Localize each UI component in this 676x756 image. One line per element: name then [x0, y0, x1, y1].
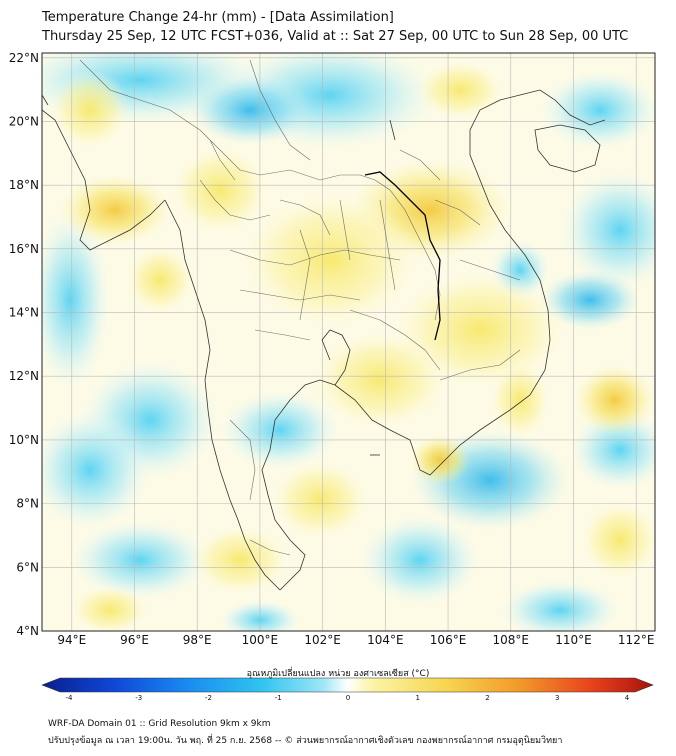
- temperature-field: [42, 53, 655, 631]
- colorbar-tick: -4: [66, 694, 74, 702]
- lon-label: 98°E: [183, 633, 212, 647]
- lon-label: 108°E: [493, 633, 530, 647]
- lon-label: 104°E: [367, 633, 404, 647]
- colorbar-tick: -3: [135, 694, 142, 702]
- footer-model-info: WRF-DA Domain 01 :: Grid Resolution 9km …: [48, 719, 271, 729]
- lat-label: 6°N: [16, 560, 39, 574]
- colorbar-label: อุณหภูมิเปลี่ยนแปลง หน่วย องศาเซลเซียส (…: [246, 669, 430, 679]
- colorbar: [41, 677, 654, 693]
- latitude-labels: 22°N 20°N 18°N 16°N 14°N 12°N 10°N 8°N 6…: [9, 51, 39, 638]
- graticule: [42, 53, 655, 631]
- colorbar-tick: 4: [625, 694, 630, 702]
- lat-label: 12°N: [9, 369, 39, 383]
- lon-label: 102°E: [304, 633, 341, 647]
- colorbar-tick: 3: [555, 694, 559, 702]
- lon-label: 94°E: [57, 633, 86, 647]
- colorbar-ticks: -4 -3 -2 -1 0 1 2 3 4: [66, 694, 630, 702]
- colorbar-tick: 1: [416, 694, 420, 702]
- admin-boundaries: [79, 59, 521, 556]
- colorbar-tick: -2: [205, 694, 212, 702]
- colorbar-tick: -1: [275, 694, 282, 702]
- longitude-labels: 94°E 96°E 98°E 100°E 102°E 104°E 106°E 1…: [57, 633, 654, 647]
- lat-label: 14°N: [9, 306, 39, 320]
- lat-label: 20°N: [9, 114, 39, 128]
- map-frame: [41, 52, 656, 632]
- lon-label: 112°E: [618, 633, 655, 647]
- lat-label: 10°N: [9, 433, 39, 447]
- footer-credit: ปรับปรุงข้อมูล ณ เวลา 19:00น. วัน พฤ. ที…: [48, 736, 563, 746]
- lon-label: 100°E: [242, 633, 279, 647]
- colorbar-tick: 2: [485, 694, 489, 702]
- lat-label: 4°N: [16, 624, 39, 638]
- map-subtitle: Thursday 25 Sep, 12 UTC FCST+036, Valid …: [42, 29, 629, 44]
- lat-label: 8°N: [16, 497, 39, 511]
- lat-label: 18°N: [9, 178, 39, 192]
- lat-label: 22°N: [9, 51, 39, 65]
- map-title: Temperature Change 24-hr (mm) - [Data As…: [42, 10, 394, 25]
- colorbar-tick: 0: [346, 694, 350, 702]
- mekong-border: [364, 171, 441, 341]
- lat-label: 16°N: [9, 242, 39, 256]
- lon-label: 110°E: [555, 633, 592, 647]
- coastlines: [42, 89, 606, 591]
- lon-label: 106°E: [430, 633, 467, 647]
- lon-label: 96°E: [120, 633, 149, 647]
